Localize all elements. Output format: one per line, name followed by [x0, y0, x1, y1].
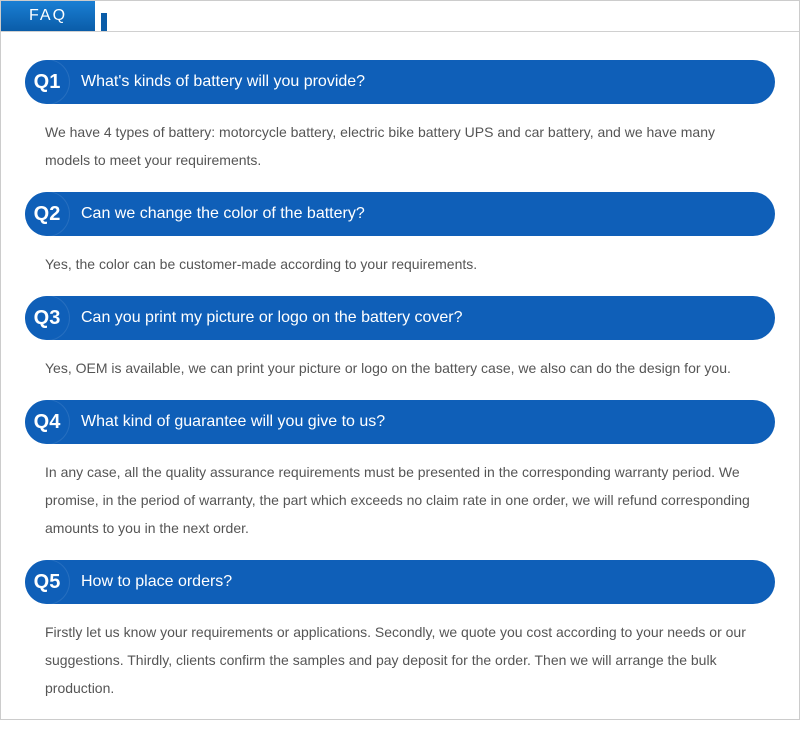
faq-question-number: Q1: [25, 60, 69, 104]
faq-item: Q5 How to place orders? Firstly let us k…: [25, 560, 775, 706]
faq-question-text: What's kinds of battery will you provide…: [81, 74, 365, 90]
faq-question-bar: Q2 Can we change the color of the batter…: [25, 192, 775, 236]
faq-question-text: Can you print my picture or logo on the …: [81, 310, 463, 326]
faq-answer-text: Yes, the color can be customer-made acco…: [25, 236, 775, 282]
faq-item: Q4 What kind of guarantee will you give …: [25, 400, 775, 546]
faq-question-bar: Q3 Can you print my picture or logo on t…: [25, 296, 775, 340]
faq-question-number: Q5: [25, 560, 69, 604]
faq-item: Q2 Can we change the color of the batter…: [25, 192, 775, 282]
faq-item: Q1 What's kinds of battery will you prov…: [25, 60, 775, 178]
faq-question-number: Q4: [25, 400, 69, 444]
page-title: FAQ: [29, 7, 67, 24]
faq-question-text: What kind of guarantee will you give to …: [81, 414, 385, 430]
faq-answer-text: Firstly let us know your requirements or…: [25, 604, 775, 706]
faq-question-number: Q3: [25, 296, 69, 340]
faq-question-text: Can we change the color of the battery?: [81, 206, 365, 222]
faq-item: Q3 Can you print my picture or logo on t…: [25, 296, 775, 386]
faq-tab: FAQ: [1, 1, 95, 31]
faq-question-bar: Q5 How to place orders?: [25, 560, 775, 604]
faq-container: Q1 What's kinds of battery will you prov…: [1, 32, 799, 740]
header-row: FAQ: [1, 1, 799, 32]
faq-question-text: How to place orders?: [81, 574, 232, 590]
faq-answer-text: We have 4 types of battery: motorcycle b…: [25, 104, 775, 178]
faq-question-bar: Q1 What's kinds of battery will you prov…: [25, 60, 775, 104]
faq-answer-text: Yes, OEM is available, we can print your…: [25, 340, 775, 386]
accent-mark-icon: [101, 13, 107, 31]
faq-question-number: Q2: [25, 192, 69, 236]
faq-answer-text: In any case, all the quality assurance r…: [25, 444, 775, 546]
faq-question-bar: Q4 What kind of guarantee will you give …: [25, 400, 775, 444]
